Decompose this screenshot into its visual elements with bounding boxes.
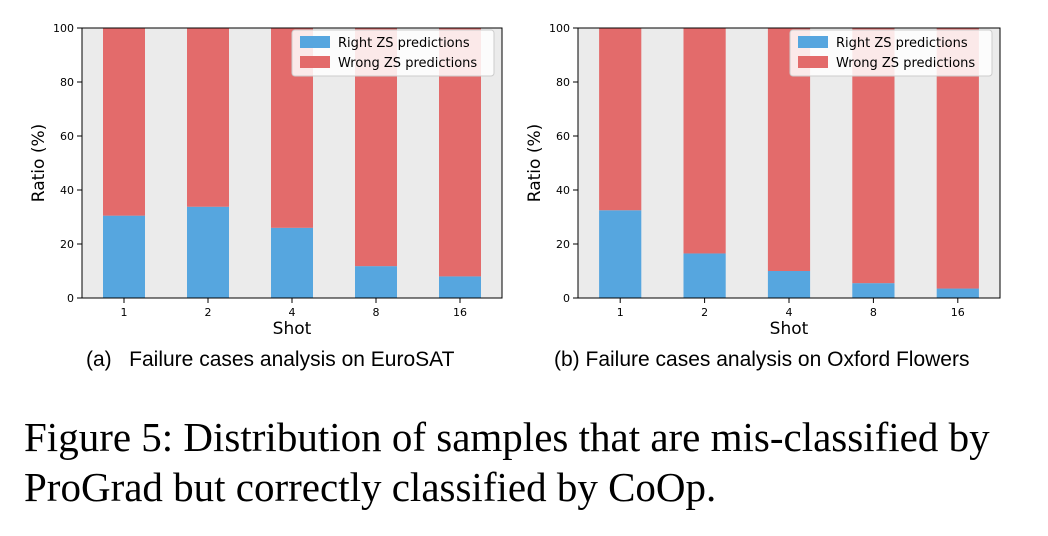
y-tick-label: 0 [67,292,74,305]
y-axis-label: Ratio (%) [525,124,545,202]
subcaption-a: (a) Failure cases analysis on EuroSAT [86,348,455,371]
legend-label: Right ZS predictions [338,36,470,51]
x-axis-label: Shot [273,319,312,339]
bar-right-2 [683,253,726,298]
x-tick-label: 4 [289,306,296,319]
legend-box [291,29,495,77]
x-tick-label: 16 [453,306,467,319]
bar-wrong-1 [103,28,145,216]
chart-oxford-flowers: 0 20 40 60 80 100 1 2 4 8 16 Shot Ratio (%) Right ZS … [525,22,1001,339]
y-axis-label: Ratio (%) [29,124,49,202]
legend-label: Wrong ZS predictions [338,56,477,71]
y-tick-label: 80 [60,76,74,89]
y-tick-label: 100 [549,22,570,35]
bar-right-8 [852,283,895,298]
x-tick-label: 2 [205,306,212,319]
bar-right-1 [103,215,145,298]
bar-right-16 [439,276,481,298]
y-tick-label: 60 [556,130,570,143]
x-tick-label: 1 [121,306,128,319]
legend-box [789,29,993,77]
y-tick-label: 20 [556,238,570,251]
x-tick-label: 16 [951,306,965,319]
x-tick-label: 8 [870,306,877,319]
x-axis-label: Shot [770,319,809,339]
y-tick-label: 100 [53,22,74,35]
x-tick-label: 4 [786,306,793,319]
chart-eurosat: 0 20 40 60 80 100 1 2 4 8 16 Shot Ratio (%) Right ZS … [29,22,503,339]
legend-swatch [300,56,330,68]
y-tick-label: 40 [60,184,74,197]
legend-swatch [798,56,828,68]
subcaption-b: (b) Failure cases analysis on Oxford Flo… [554,348,970,371]
legend-swatch [798,36,828,48]
bar-right-4 [271,227,313,298]
x-tick-label: 1 [617,306,624,319]
bar-right-4 [767,271,811,298]
y-tick-label: 60 [60,130,74,143]
y-tick-label: 80 [556,76,570,89]
bar-right-16 [936,288,979,298]
x-tick-label: 8 [373,306,380,319]
bar-right-2 [187,206,229,298]
legend-label: Right ZS predictions [836,36,968,51]
bar-right-1 [599,210,642,298]
y-tick-label: 20 [60,238,74,251]
x-tick-label: 2 [701,306,708,319]
legend-label: Wrong ZS predictions [836,56,975,71]
bar-wrong-2 [683,28,726,254]
legend-swatch [300,36,330,48]
figure-caption: Figure 5: Distribution of samples that a… [24,414,990,510]
bar-wrong-1 [599,28,642,211]
bar-right-8 [355,266,397,298]
y-tick-label: 40 [556,184,570,197]
y-tick-label: 0 [563,292,570,305]
bar-wrong-2 [187,28,229,207]
